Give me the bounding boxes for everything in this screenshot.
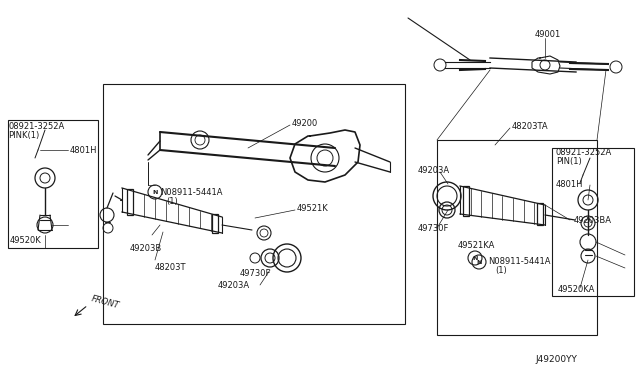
Text: PINK(1): PINK(1) — [8, 131, 39, 140]
Text: N08911-5441A: N08911-5441A — [488, 257, 550, 266]
Bar — [537, 203, 543, 225]
Text: N: N — [152, 189, 157, 195]
Text: 08921-3252A: 08921-3252A — [8, 122, 64, 131]
Text: 49730F: 49730F — [240, 269, 271, 278]
Text: J49200YY: J49200YY — [535, 356, 577, 365]
Bar — [212, 214, 218, 232]
Text: 49203A: 49203A — [418, 166, 450, 174]
Text: N: N — [476, 260, 482, 264]
Bar — [437, 140, 597, 335]
Bar — [127, 189, 133, 215]
Text: 4801H: 4801H — [70, 145, 97, 154]
Text: 48203TA: 48203TA — [512, 122, 548, 131]
Text: 49200: 49200 — [292, 119, 318, 128]
Bar — [8, 120, 98, 248]
Text: 49203BA: 49203BA — [574, 215, 612, 224]
Text: 48203T: 48203T — [155, 263, 186, 273]
Text: 49520KA: 49520KA — [558, 285, 595, 295]
Text: FRONT: FRONT — [90, 294, 120, 310]
Text: 49203A: 49203A — [218, 282, 250, 291]
Text: (1): (1) — [495, 266, 507, 276]
Text: 49521KA: 49521KA — [458, 241, 495, 250]
Text: 49203B: 49203B — [130, 244, 163, 253]
Text: PIN(1): PIN(1) — [556, 157, 582, 166]
Text: N08911-5441A: N08911-5441A — [160, 187, 223, 196]
Text: 49521K: 49521K — [297, 203, 329, 212]
Text: (1): (1) — [166, 196, 178, 205]
Text: 49001: 49001 — [535, 29, 561, 38]
Text: 49520K: 49520K — [10, 235, 42, 244]
Bar — [552, 148, 634, 296]
Bar — [463, 186, 469, 216]
Text: N: N — [472, 256, 477, 260]
Text: 08921-3252A: 08921-3252A — [556, 148, 612, 157]
Bar — [103, 84, 405, 324]
Text: 49730F: 49730F — [418, 224, 449, 232]
Text: 4801H: 4801H — [556, 180, 584, 189]
